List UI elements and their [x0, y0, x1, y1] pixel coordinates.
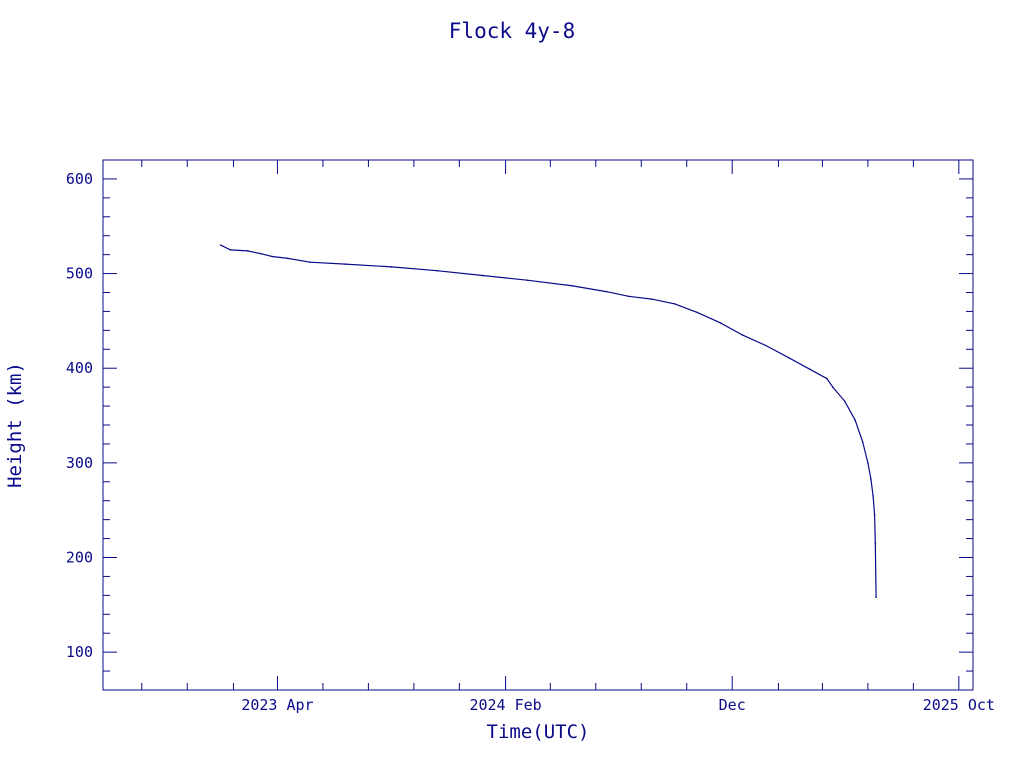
- data-point: [344, 263, 347, 265]
- x-axis-label: Time(UTC): [487, 721, 590, 743]
- axis-tick-labels: 100 200 300 400 500 600 2023 Apr 2024 Feb Dec 202…: [66, 170, 995, 714]
- data-point: [832, 386, 834, 388]
- x-tick-label: Dec: [719, 696, 746, 714]
- data-point: [867, 462, 869, 464]
- y-axis-label: Height (km): [4, 362, 26, 488]
- x-tick-label: 2023 Apr: [241, 696, 313, 714]
- data-point: [875, 596, 877, 599]
- plot-frame: [102, 159, 974, 691]
- data-point: [861, 441, 864, 443]
- data-point: [436, 269, 438, 272]
- x-tick-label: 2024 Feb: [469, 696, 541, 714]
- data-point: [390, 266, 393, 268]
- data-point: [650, 298, 653, 300]
- series-line: [220, 244, 877, 598]
- data-point: [627, 295, 630, 298]
- data-point: [719, 321, 722, 324]
- data-point: [808, 368, 811, 370]
- data-point: [309, 261, 312, 264]
- data-point: [870, 478, 872, 480]
- y-tick-label: 300: [66, 454, 93, 472]
- chart-title: Flock 4y-8: [449, 19, 575, 43]
- data-point: [696, 311, 698, 314]
- data-point: [764, 344, 767, 347]
- data-point: [874, 542, 877, 545]
- y-tick-label: 200: [66, 549, 93, 567]
- y-tick-label: 100: [66, 643, 93, 661]
- data-point: [826, 377, 828, 380]
- data-point: [260, 252, 262, 255]
- data-point: [873, 514, 876, 516]
- series-group: [219, 244, 877, 599]
- axis-ticks: [103, 159, 973, 691]
- data-point: [287, 257, 289, 260]
- data-point: [673, 303, 676, 305]
- data-point: [605, 290, 608, 293]
- data-point: [526, 279, 528, 281]
- data-point: [219, 244, 222, 246]
- data-point: [843, 400, 846, 403]
- data-point: [854, 419, 857, 422]
- data-point: [788, 357, 790, 359]
- data-point: [271, 255, 274, 258]
- y-tick-label: 500: [66, 265, 93, 283]
- y-tick-label: 600: [66, 170, 93, 188]
- y-tick-label: 400: [66, 359, 93, 377]
- data-point: [246, 250, 249, 252]
- data-point: [229, 249, 232, 251]
- data-point: [872, 495, 874, 497]
- data-point: [481, 274, 484, 277]
- data-point: [741, 334, 744, 336]
- x-tick-label: 2025 Oct: [923, 696, 995, 714]
- data-point: [571, 285, 574, 287]
